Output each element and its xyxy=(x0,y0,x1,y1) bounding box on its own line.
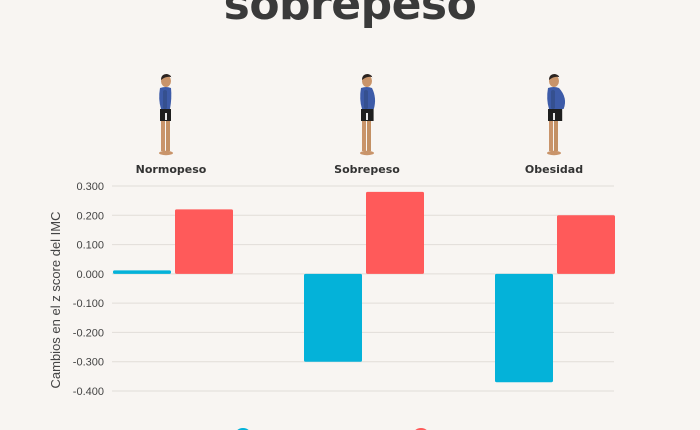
category-label: Sobrepeso xyxy=(334,163,400,176)
bar-series1-sobrepeso xyxy=(304,273,362,362)
person-obese-icon xyxy=(547,74,566,156)
category-label: Normopeso xyxy=(136,163,207,176)
y-tick-label: 0.200 xyxy=(76,210,104,222)
bar-series2-obesidad xyxy=(557,215,615,274)
y-tick-label: 0.300 xyxy=(76,181,104,193)
bar-series2-sobrepeso xyxy=(366,191,424,274)
y-tick-label: -0.200 xyxy=(73,327,104,339)
page-title: sobrepeso xyxy=(223,0,477,30)
person-overweight-icon xyxy=(360,74,376,156)
y-axis-label: Cambios en el z score del IMC xyxy=(48,211,63,388)
y-tick-label: 0.100 xyxy=(76,240,104,252)
bar-series2-normopeso xyxy=(175,209,233,274)
y-tick-label: -0.400 xyxy=(73,386,104,398)
bar-series1-normopeso xyxy=(113,270,171,274)
y-tick-label: -0.300 xyxy=(73,357,104,369)
y-tick-label: 0.000 xyxy=(76,269,104,281)
person-normal-weight-icon xyxy=(159,74,173,156)
category-label: Obesidad xyxy=(525,163,583,176)
y-tick-label: -0.100 xyxy=(73,298,104,310)
bar-series1-obesidad xyxy=(495,273,553,383)
